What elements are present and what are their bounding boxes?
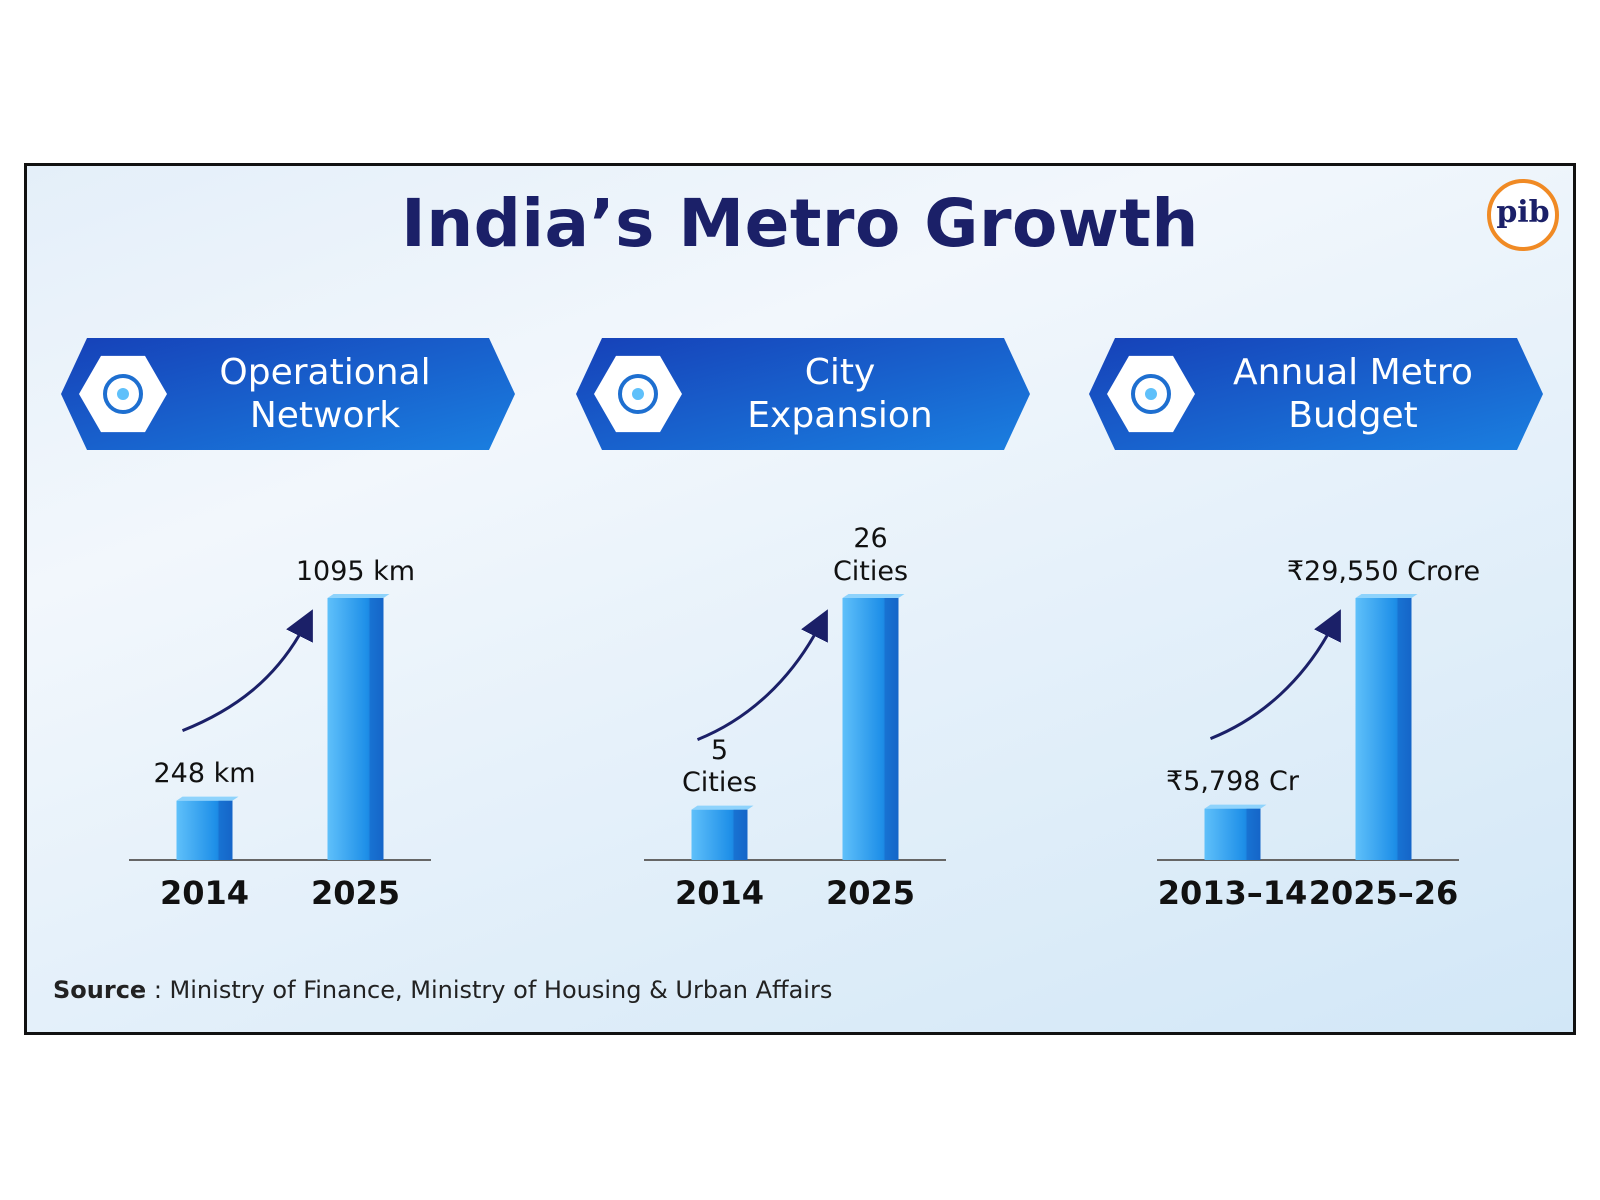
logo-ring bbox=[1487, 179, 1559, 251]
source: Source : Ministry of Finance, Ministry o… bbox=[53, 976, 832, 1004]
banner-title-box: Operational Network bbox=[173, 338, 477, 450]
x-tick-label: 2013–14 bbox=[1157, 874, 1308, 912]
logo: pib bbox=[1496, 195, 1550, 230]
x-tick-label: 2025 bbox=[310, 874, 401, 912]
banner bbox=[61, 338, 515, 450]
banner-title: Operational Network bbox=[219, 351, 431, 436]
bar-shade bbox=[733, 809, 748, 860]
banner-title-box: City Expansion bbox=[688, 338, 992, 450]
banner-title: City Expansion bbox=[747, 351, 933, 436]
x-tick-label: 2025–26 bbox=[1308, 874, 1459, 912]
bar-top bbox=[176, 796, 239, 801]
growth-arrow bbox=[1209, 609, 1341, 740]
bar-shade bbox=[218, 800, 233, 860]
value-label: 26 Cities bbox=[832, 523, 909, 587]
banner bbox=[1089, 338, 1543, 450]
bar-shade bbox=[369, 598, 384, 860]
bar-top bbox=[1204, 804, 1267, 809]
source-text: : Ministry of Finance, Ministry of Housi… bbox=[153, 976, 833, 1004]
icon-dot bbox=[632, 388, 644, 400]
value-label: 5 Cities bbox=[681, 734, 758, 799]
title: India’s Metro Growth bbox=[401, 185, 1199, 262]
x-tick-label: 2014 bbox=[159, 874, 250, 912]
growth-arrow bbox=[696, 609, 828, 742]
bar-top bbox=[1355, 594, 1418, 598]
bar-shade bbox=[884, 598, 899, 860]
banner-title-box: Annual Metro Budget bbox=[1201, 338, 1505, 450]
source-label: Source bbox=[53, 976, 147, 1004]
value-label: 248 km bbox=[153, 758, 256, 790]
bar-top bbox=[691, 805, 754, 810]
bar-top bbox=[327, 594, 390, 598]
icon bbox=[1131, 374, 1171, 414]
icon bbox=[618, 374, 658, 414]
value-label: ₹5,798 Cr bbox=[1165, 766, 1299, 798]
value-label: 1095 km bbox=[295, 555, 416, 587]
bar-shade bbox=[1397, 598, 1412, 860]
banner bbox=[576, 338, 1030, 450]
banner-title: Annual Metro Budget bbox=[1233, 351, 1473, 436]
icon bbox=[103, 374, 143, 414]
value-label: ₹29,550 Crore bbox=[1286, 555, 1481, 587]
frame bbox=[24, 163, 1576, 1035]
bar-top bbox=[842, 594, 905, 598]
growth-arrow bbox=[181, 609, 313, 733]
icon-dot bbox=[1145, 388, 1157, 400]
icon-dot bbox=[117, 388, 129, 400]
bar-shade bbox=[1246, 808, 1261, 860]
x-tick-label: 2025 bbox=[825, 874, 916, 912]
x-tick-label: 2014 bbox=[674, 874, 765, 912]
